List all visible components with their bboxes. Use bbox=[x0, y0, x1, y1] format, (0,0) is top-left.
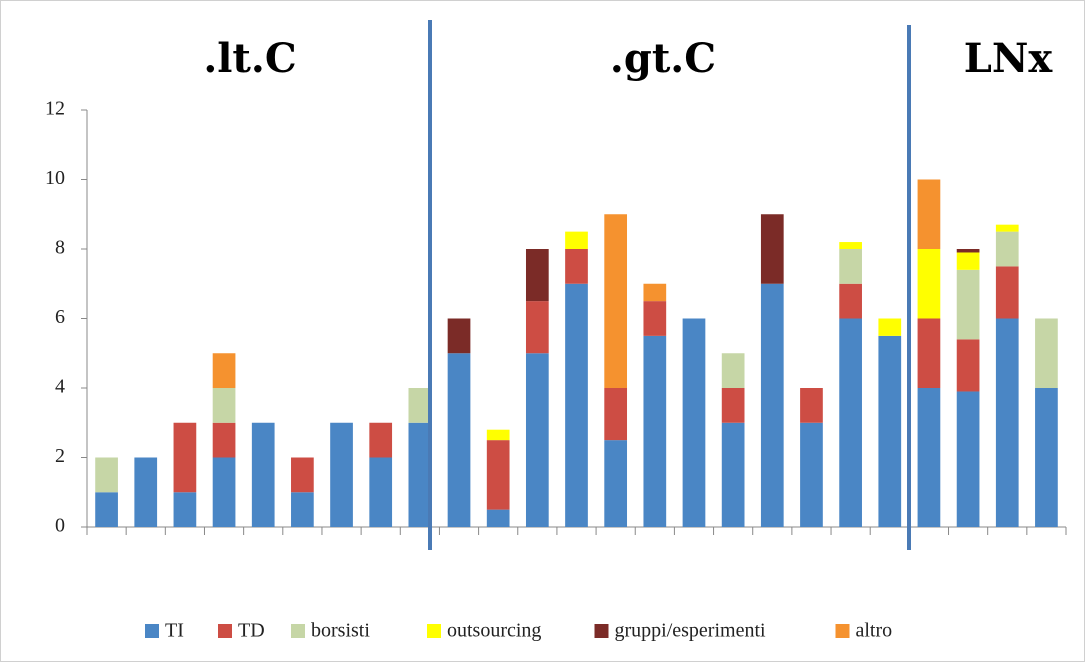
bar-segment bbox=[565, 231, 588, 249]
y-tick-label: 4 bbox=[55, 376, 65, 398]
bar-segment bbox=[134, 457, 158, 527]
bar-segment bbox=[995, 231, 1019, 267]
bar-segment bbox=[956, 269, 980, 340]
bar-segment bbox=[95, 457, 118, 493]
y-tick-label: 0 bbox=[55, 515, 65, 537]
bar-segment bbox=[486, 509, 510, 527]
group-label: .gt.C bbox=[610, 35, 716, 82]
bar-segment bbox=[95, 492, 118, 527]
bar-segment bbox=[956, 252, 980, 270]
group-label: .lt.C bbox=[203, 35, 296, 82]
bar-segment bbox=[956, 249, 980, 253]
bar-segment bbox=[408, 388, 432, 423]
bar-segment bbox=[760, 214, 784, 284]
legend-swatch bbox=[594, 624, 609, 638]
bar-segment bbox=[408, 422, 432, 527]
bar-segment bbox=[643, 283, 667, 302]
bar-segment bbox=[917, 318, 941, 388]
bar-segment bbox=[878, 335, 902, 527]
bar-segment bbox=[369, 457, 393, 527]
legend-label: gruppi/esperimenti bbox=[615, 620, 767, 642]
bar-segment bbox=[682, 318, 706, 527]
bar-segment bbox=[721, 388, 745, 423]
bar-segment bbox=[486, 440, 510, 510]
bar-segment bbox=[839, 249, 862, 284]
legend: TI TD borsisti outsourcing gruppi/esperiment… bbox=[145, 620, 892, 642]
bar-segment bbox=[643, 335, 667, 527]
bar-segment bbox=[839, 242, 862, 249]
bar-segment bbox=[447, 318, 471, 354]
bar-segment bbox=[173, 492, 197, 527]
bar-segment bbox=[995, 224, 1019, 232]
legend-swatch bbox=[427, 624, 441, 638]
group-label: LNx bbox=[964, 35, 1054, 82]
legend-label: outsourcing bbox=[447, 620, 541, 642]
y-tick-label: 10 bbox=[45, 167, 65, 189]
bar-segment bbox=[525, 301, 549, 354]
bar-segment bbox=[173, 422, 197, 493]
bar-segment bbox=[525, 249, 549, 302]
bar-segment bbox=[565, 283, 588, 527]
legend-label: TD bbox=[238, 620, 265, 642]
bar-segment bbox=[956, 339, 980, 392]
legend-label: altro bbox=[856, 620, 893, 642]
bar-segment bbox=[956, 391, 980, 527]
bar-segment bbox=[643, 301, 667, 336]
bar-segment bbox=[212, 457, 236, 527]
bar-segment bbox=[839, 318, 862, 527]
bar-segment bbox=[604, 214, 628, 388]
y-tick-label: 2 bbox=[55, 445, 65, 467]
legend-swatch bbox=[291, 624, 305, 638]
bar-segment bbox=[878, 318, 902, 336]
legend-label: TI bbox=[165, 620, 184, 642]
y-tick-label: 12 bbox=[45, 98, 65, 120]
bar-segment bbox=[486, 429, 510, 441]
bar-segment bbox=[995, 266, 1019, 319]
bar-segment bbox=[565, 249, 588, 284]
legend-label: borsisti bbox=[311, 620, 370, 642]
bar-segment bbox=[839, 283, 862, 319]
bar-segment bbox=[995, 318, 1019, 527]
plot: 0 2 4 6 8 10 12 bbox=[45, 98, 1067, 537]
bar-segment bbox=[447, 353, 471, 527]
bar-segment bbox=[212, 388, 236, 423]
bar-segment bbox=[800, 388, 823, 423]
bar-segment bbox=[721, 353, 745, 388]
bar-segment bbox=[1035, 318, 1058, 388]
y-tick-label: 8 bbox=[55, 237, 65, 259]
bar-segment bbox=[604, 440, 628, 527]
bar-segment bbox=[917, 179, 941, 249]
y-tick-label: 6 bbox=[55, 306, 65, 328]
legend-swatch bbox=[145, 624, 159, 638]
bar-segment bbox=[604, 388, 628, 441]
bar-segment bbox=[330, 422, 353, 527]
legend-swatch bbox=[218, 624, 232, 638]
bar-segment bbox=[212, 353, 236, 388]
bar-segment bbox=[525, 353, 549, 527]
bar-segment bbox=[291, 492, 314, 527]
bar-segment bbox=[800, 422, 823, 527]
bar-segment bbox=[291, 457, 314, 493]
bar-segment bbox=[369, 422, 393, 458]
bar-segment bbox=[721, 422, 745, 527]
bar-segment bbox=[917, 249, 941, 319]
legend-swatch bbox=[835, 624, 850, 638]
bar-segment bbox=[251, 422, 275, 527]
bar-segment bbox=[212, 422, 236, 458]
bar-segment bbox=[917, 388, 941, 527]
bar-segment bbox=[1035, 388, 1058, 527]
bar-segment bbox=[760, 283, 784, 527]
